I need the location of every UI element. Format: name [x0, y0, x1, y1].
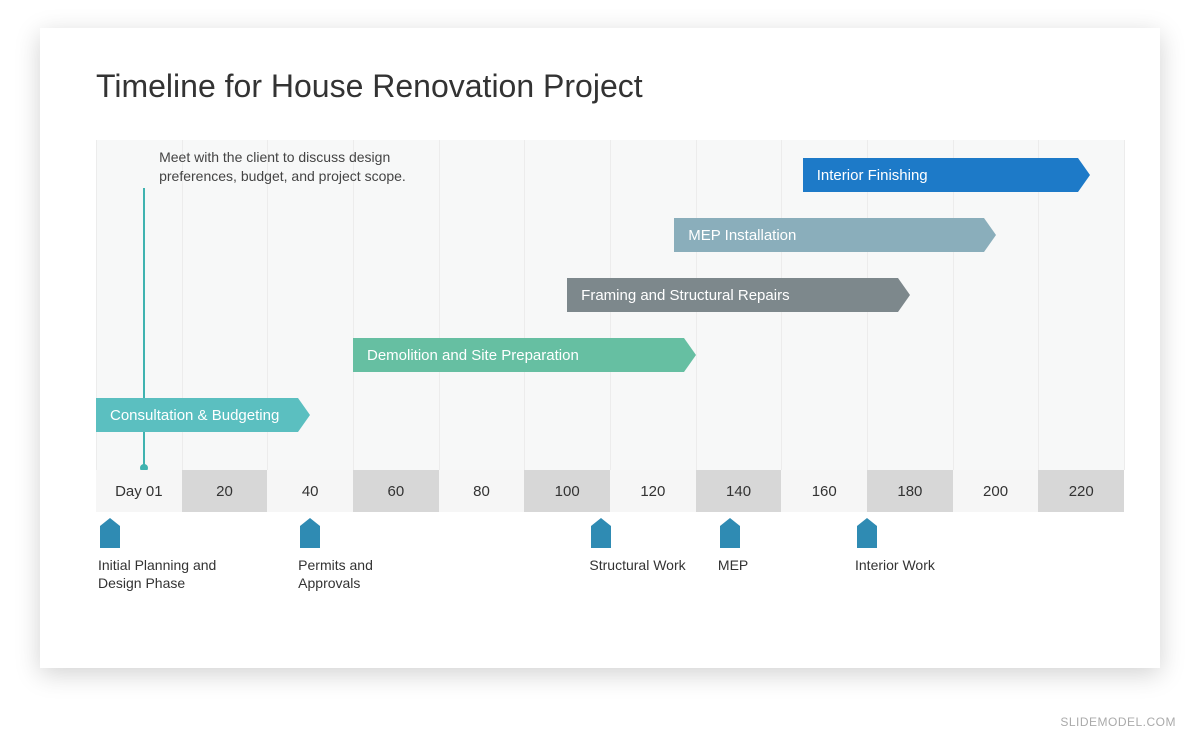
milestone-structural-marker [591, 526, 611, 548]
milestone-interior-work-label: Interior Work [855, 556, 975, 574]
axis-tick: 200 [953, 470, 1039, 512]
axis-tick: 140 [696, 470, 782, 512]
axis-tick: 100 [524, 470, 610, 512]
axis-tick: 120 [610, 470, 696, 512]
milestone-permits-marker [300, 526, 320, 548]
grid-line [524, 140, 525, 470]
milestone-initial-planning-label: Initial Planning and Design Phase [98, 556, 248, 592]
gantt-chart: Meet with the client to discuss design p… [96, 140, 1124, 470]
axis-tick: 40 [267, 470, 353, 512]
axis-tick: Day 01 [96, 470, 182, 512]
axis-tick: 20 [182, 470, 268, 512]
milestone-structural-label: Structural Work [589, 556, 709, 574]
milestone-labels: Initial Planning and Design Phase Permits… [96, 556, 1124, 616]
axis-tick: 80 [439, 470, 525, 512]
milestone-permits-label: Permits and Approvals [298, 556, 418, 592]
milestone-markers [96, 526, 1124, 550]
milestone-mep-phase-marker [720, 526, 740, 548]
timeline-axis: Day 0120406080100120140160180200220 [96, 470, 1124, 512]
grid-line [439, 140, 440, 470]
milestone-mep-phase-label: MEP [718, 556, 798, 574]
axis-tick: 220 [1038, 470, 1124, 512]
slide: Timeline for House Renovation Project Me… [40, 28, 1160, 668]
grid-line [353, 140, 354, 470]
grid-line [1124, 140, 1125, 470]
callout-text: Meet with the client to discuss design p… [159, 148, 419, 186]
axis-tick: 60 [353, 470, 439, 512]
milestone-initial-planning-marker [100, 526, 120, 548]
task-bar-mep: MEP Installation [674, 218, 983, 252]
slide-title: Timeline for House Renovation Project [96, 68, 1160, 105]
task-bar-consultation: Consultation & Budgeting [96, 398, 298, 432]
axis-tick: 160 [781, 470, 867, 512]
task-bar-interior: Interior Finishing [803, 158, 1078, 192]
watermark: SLIDEMODEL.COM [1060, 715, 1176, 729]
task-bar-demolition: Demolition and Site Preparation [353, 338, 684, 372]
task-bar-framing: Framing and Structural Repairs [567, 278, 898, 312]
milestone-interior-work-marker [857, 526, 877, 548]
axis-tick: 180 [867, 470, 953, 512]
